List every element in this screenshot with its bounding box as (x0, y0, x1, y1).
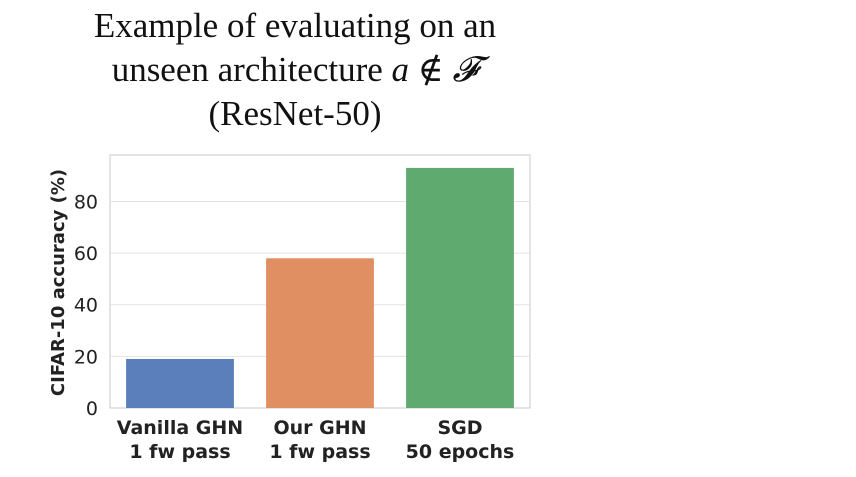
chart-title: Example of evaluating on an unseen archi… (40, 4, 550, 136)
y-tick-label: 40 (74, 295, 98, 317)
title-line-3: (ResNet-50) (208, 94, 382, 133)
x-tick-label: 1 fw pass (129, 441, 230, 463)
x-tick-label: 1 fw pass (269, 441, 370, 463)
y-tick-label: 20 (74, 346, 98, 368)
title-line-2-text: unseen architecture (111, 50, 392, 89)
x-tick-label: Vanilla GHN (117, 417, 243, 439)
bar (126, 358, 234, 408)
title-math-variable: a (391, 50, 410, 89)
title-line-2: unseen architecture a ∉ 𝓕 (40, 48, 550, 92)
y-tick-label: 80 (74, 191, 98, 213)
title-line-1: Example of evaluating on an (93, 6, 497, 45)
bar (406, 167, 514, 408)
x-tick-label: SGD (437, 417, 482, 439)
bar (266, 258, 374, 408)
x-tick-label: Our GHN (273, 417, 366, 439)
y-tick-label: 60 (74, 243, 98, 265)
y-axis-label: CIFAR-10 accuracy (%) (48, 169, 69, 396)
y-tick-label: 0 (86, 398, 98, 420)
title-math-symbol: ∉ (409, 50, 453, 89)
title-math-set: 𝓕 (452, 50, 479, 89)
x-tick-label: 50 epochs (406, 441, 515, 463)
